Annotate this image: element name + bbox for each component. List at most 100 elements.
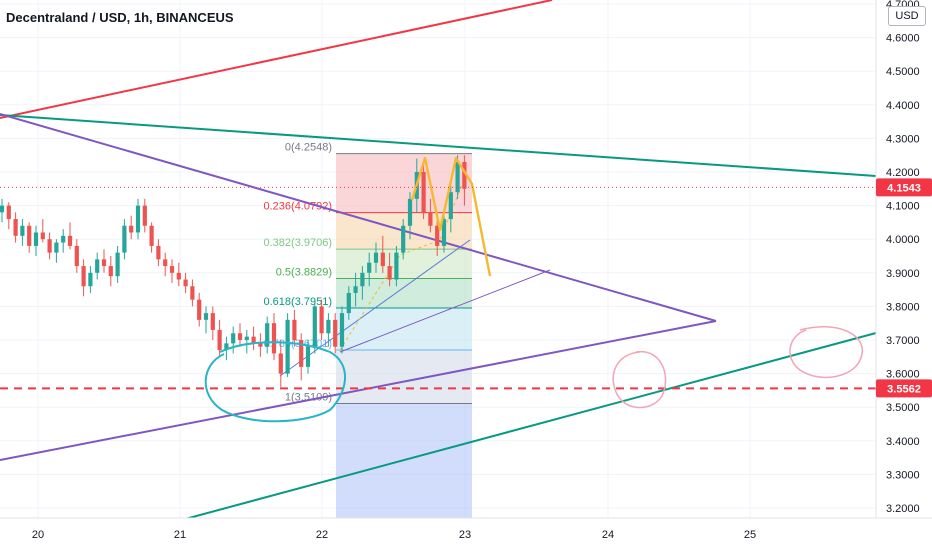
candle-body: [244, 336, 249, 340]
candle-body: [190, 286, 195, 300]
price-axis: [876, 0, 932, 550]
y-tick-label: 4.6000: [886, 33, 920, 45]
candle-body: [455, 161, 460, 193]
y-tick-label: 4.2000: [886, 167, 920, 179]
candle-body: [380, 252, 385, 267]
fib-band: [336, 308, 472, 351]
candle-body: [299, 340, 304, 367]
candle-body: [353, 286, 358, 293]
candle-body: [108, 266, 113, 277]
support-price-tag: 3.5562: [887, 383, 921, 395]
y-tick-label: 3.5000: [886, 402, 920, 414]
candle-body: [339, 313, 345, 347]
trendline-red[interactable]: [0, 0, 553, 119]
candle-body: [326, 319, 331, 334]
fib-level-label: 1(3.5109): [285, 392, 332, 404]
chart-title: Decentraland / USD, 1h, BINANCEUS: [6, 10, 234, 25]
candle-body: [47, 239, 52, 253]
candle-body: [13, 219, 18, 236]
candle-body: [40, 232, 45, 240]
fib-band: [336, 278, 472, 309]
candle-body: [156, 245, 161, 260]
candle-body: [67, 235, 73, 246]
candle-body: [115, 252, 120, 277]
candle-body: [203, 313, 209, 320]
candle-body: [278, 353, 283, 374]
candle-body: [122, 225, 127, 253]
y-tick-label: 3.6000: [886, 369, 920, 381]
candle-body: [163, 259, 168, 267]
y-tick-label: 4.3000: [886, 133, 920, 145]
fib-band: [336, 350, 472, 404]
candle-body: [231, 333, 236, 344]
y-tick-label: 3.3000: [886, 469, 920, 481]
x-tick-label: 21: [174, 529, 186, 541]
candle-body: [271, 323, 277, 354]
y-tick-label: 4.4000: [886, 100, 920, 112]
candle-body: [149, 225, 154, 246]
triangle-line-upper[interactable]: [0, 113, 717, 322]
fib-level-label: 0.5(3.8829): [276, 267, 332, 279]
candle-body: [407, 198, 413, 226]
candle-body: [367, 262, 372, 273]
candle-body: [251, 336, 256, 344]
x-tick-label: 23: [459, 529, 471, 541]
candle-body: [441, 219, 447, 246]
x-tick-label: 24: [602, 529, 614, 541]
candle-body: [319, 306, 324, 334]
y-tick-label: 3.9000: [886, 268, 920, 280]
candle-body: [197, 299, 202, 320]
candle-body: [20, 225, 25, 236]
candle-body: [462, 161, 467, 189]
candle-body: [333, 319, 338, 347]
y-tick-label: 4.0000: [886, 234, 920, 246]
candle-body: [95, 259, 100, 273]
trendline-green-lower[interactable]: [69, 332, 877, 550]
time-axis: [0, 518, 932, 550]
current-price-tag: 4.1543: [887, 182, 921, 194]
candle-body: [428, 212, 433, 226]
currency-selector[interactable]: USD: [888, 6, 926, 26]
trendline-thin-purple[interactable]: [339, 269, 551, 353]
x-tick-label: 20: [32, 529, 44, 541]
trendline-thin-blue[interactable]: [279, 239, 471, 377]
candle-body: [448, 192, 453, 220]
pattern-zigzag[interactable]: [410, 156, 492, 277]
triangle-line-lower[interactable]: [0, 320, 717, 461]
candle-body: [169, 266, 175, 273]
trendline-green-upper[interactable]: [0, 114, 877, 177]
support-price-tag-bg: [876, 379, 932, 398]
candle-body: [210, 313, 215, 330]
y-tick-label: 4.5000: [886, 66, 920, 78]
candle-body: [54, 242, 59, 253]
candle-body: [27, 225, 32, 246]
candle-body: [183, 279, 188, 287]
candle-body: [6, 205, 11, 220]
y-tick-label: 4.1000: [886, 201, 920, 213]
candle-body: [421, 172, 426, 213]
y-tick-label: 3.2000: [886, 503, 920, 515]
highlight-circle-cyan: [204, 341, 346, 423]
y-tick-label: 3.4000: [886, 436, 920, 448]
candle-body: [237, 333, 243, 340]
candle-body: [292, 319, 297, 340]
candle-body: [142, 205, 147, 226]
fib-level-label: 0(4.2548): [285, 142, 332, 154]
candle-body: [258, 343, 263, 347]
candle-body: [176, 272, 181, 280]
candle-body: [61, 235, 66, 243]
candle-body: [394, 252, 399, 280]
candle-body: [435, 225, 440, 246]
fib-level-label: 0.382(3.9706): [264, 237, 333, 249]
candle-body: [265, 323, 270, 347]
y-tick-label-top: 4.7000: [886, 0, 920, 11]
highlight-circle-pink-1: [612, 350, 667, 409]
current-price-tag-bg: [876, 178, 932, 197]
highlight-circle-pink-2: [789, 325, 863, 379]
candle-body: [360, 272, 365, 287]
x-tick-label: 25: [744, 529, 756, 541]
candle-body: [224, 343, 229, 351]
candle-body: [101, 259, 107, 267]
candle-body: [74, 245, 79, 267]
